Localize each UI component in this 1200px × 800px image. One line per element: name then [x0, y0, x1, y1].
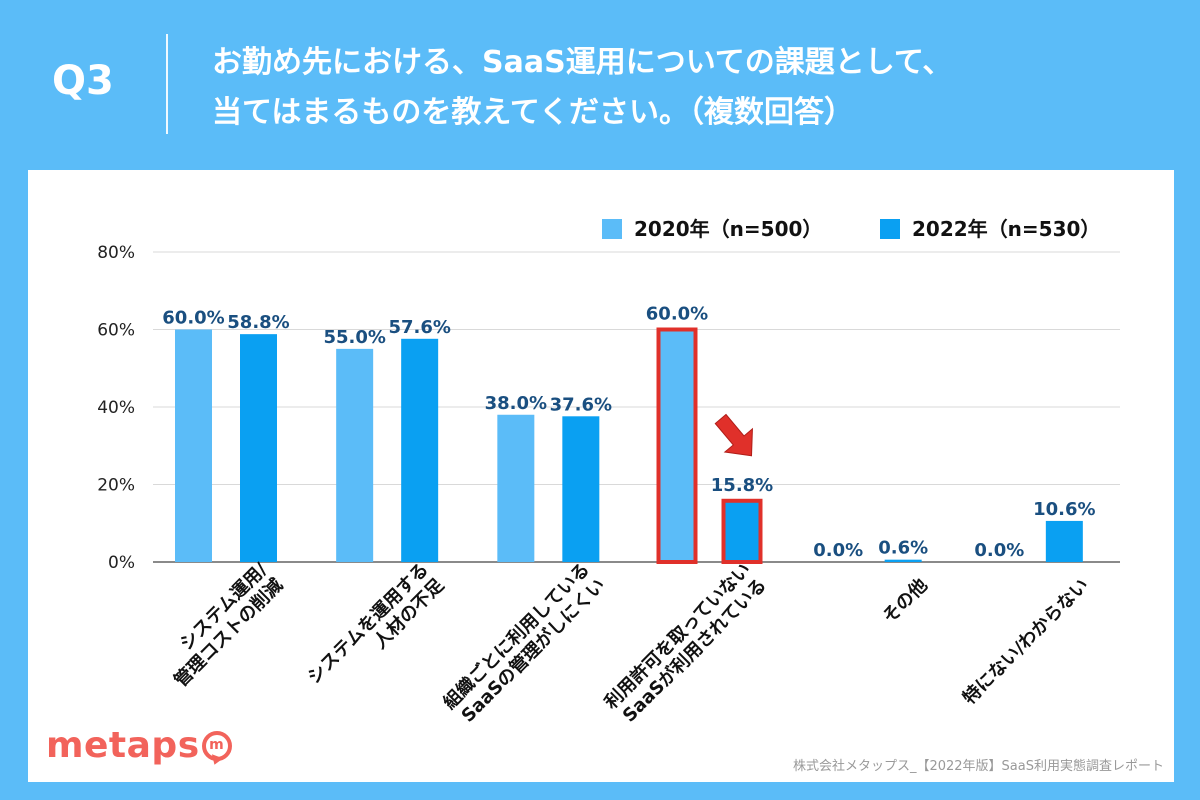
data-label: 10.6%	[1033, 499, 1095, 520]
data-label: 58.8%	[227, 312, 289, 333]
y-tick-label: 80%	[97, 243, 135, 263]
question-title-line1: お勤め先における、SaaS運用についての課題として、	[212, 45, 953, 80]
header-divider	[166, 34, 168, 134]
bar	[656, 327, 698, 564]
source-credit: 株式会社メタップス_【2022年版】SaaS利用実態調査レポート	[792, 759, 1164, 774]
down-arrow-icon	[714, 413, 753, 457]
category-label-line: 利用許可を取っていない	[600, 558, 755, 713]
bar	[721, 498, 763, 564]
bar	[336, 348, 374, 562]
y-tick-label: 0%	[108, 553, 135, 573]
bar	[1045, 520, 1083, 562]
data-label: 0.0%	[813, 540, 863, 561]
bar	[497, 414, 535, 562]
category-label: 特にない/わからない	[958, 574, 1093, 709]
category-label-line: 特にない/わからない	[958, 574, 1093, 709]
data-label: 60.0%	[646, 304, 708, 325]
y-tick-label: 60%	[97, 321, 135, 341]
legend-label: 2020年（n=500）	[634, 217, 822, 241]
bar	[175, 329, 212, 562]
data-label: 55.0%	[323, 327, 385, 348]
data-label: 15.8%	[711, 475, 773, 496]
category-label-line: SaaSの管理がしにくい	[457, 574, 610, 727]
category-label: システム運用/管理コストの削減	[170, 559, 287, 692]
bar-chart: 0% 20% 40% 60% 80% 2020年（n=500） 2022年（n=530） 60…	[97, 217, 1120, 727]
y-tick-label: 20%	[97, 476, 135, 496]
data-label: 0.0%	[974, 540, 1024, 561]
bar	[240, 334, 277, 562]
category-label: その他	[878, 574, 932, 628]
data-label: 57.6%	[388, 317, 450, 338]
legend-swatch	[602, 219, 622, 239]
question-title: お勤め先における、SaaS運用についての課題として、 当てはまるものを教えてくだ…	[212, 38, 1172, 138]
metaps-logo: metaps m	[46, 725, 232, 766]
category-label-line: その他	[878, 574, 932, 628]
speech-bubble-icon: m	[201, 731, 232, 761]
bar	[884, 559, 922, 562]
y-tick-label: 40%	[97, 398, 135, 418]
logo-icon-letter: m	[209, 737, 225, 753]
legend-swatch	[880, 219, 900, 239]
bar	[562, 416, 600, 562]
arrow-shape	[714, 413, 753, 457]
data-label: 60.0%	[162, 308, 224, 329]
legend-label: 2022年（n=530）	[912, 217, 1100, 241]
question-title-line2: 当てはまるものを教えてください。（複数回答）	[212, 95, 854, 130]
data-label: 38.0%	[485, 393, 547, 414]
data-label: 37.6%	[550, 394, 612, 415]
data-label: 0.6%	[878, 538, 928, 559]
category-label-line: SaaSが利用されている	[618, 574, 771, 727]
bar	[401, 338, 439, 562]
logo-text: metaps	[46, 725, 200, 766]
question-number: Q3	[52, 58, 114, 104]
chart-panel: 0% 20% 40% 60% 80% 2020年（n=500） 2022年（n=530） 60…	[28, 170, 1174, 782]
category-label-line: 組織ごとに利用している	[439, 558, 594, 713]
